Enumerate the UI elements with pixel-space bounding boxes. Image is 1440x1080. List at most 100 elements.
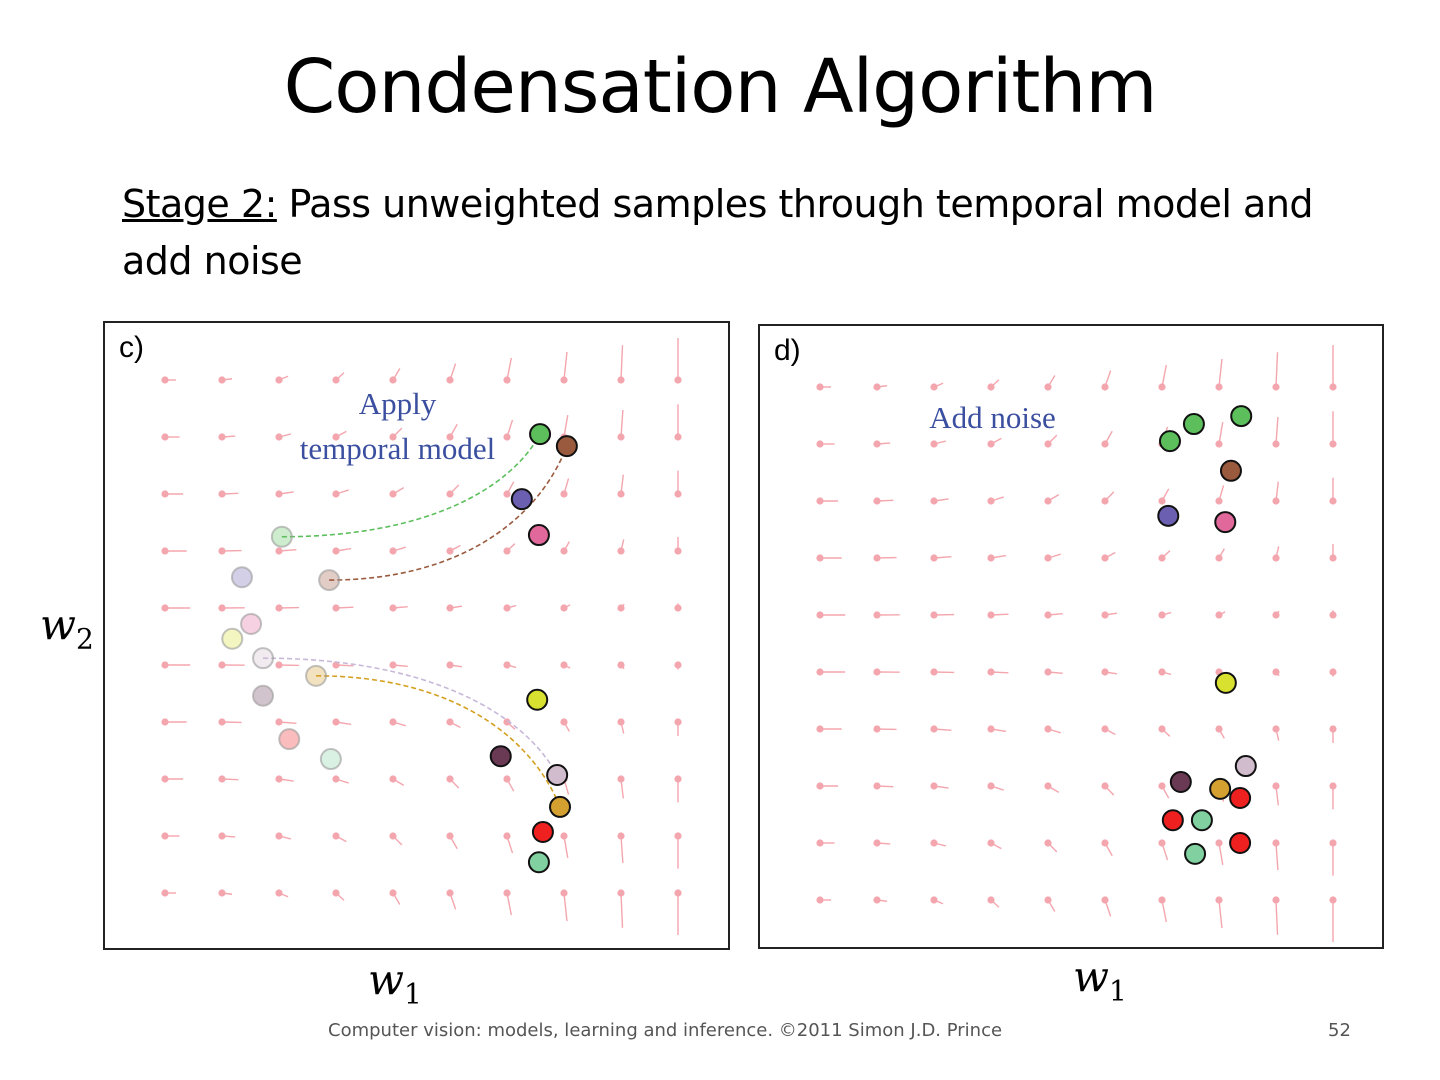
vector-origin-dot: [617, 433, 625, 441]
axis-var: w: [1073, 952, 1109, 1001]
vector-origin-dot: [674, 832, 682, 840]
vector-arrow: [1275, 416, 1279, 445]
vector-origin-dot: [816, 782, 824, 790]
vector-origin-dot: [1101, 611, 1109, 619]
vector-origin-dot: [503, 604, 511, 612]
vector-origin-dot: [1329, 497, 1337, 505]
vector-origin-dot: [1158, 782, 1166, 790]
vector-origin-dot: [1215, 383, 1223, 391]
vector-origin-dot: [674, 376, 682, 384]
vector-origin-dot: [389, 490, 397, 498]
vector-origin-dot: [503, 832, 511, 840]
particle: [1234, 755, 1257, 778]
vector-origin-dot: [873, 725, 881, 733]
vector-origin-dot: [617, 376, 625, 384]
vector-origin-dot: [503, 889, 511, 897]
vector-arrow: [1275, 899, 1279, 935]
vector-origin-dot: [218, 547, 226, 555]
vector-origin-dot: [816, 497, 824, 505]
vector-origin-dot: [161, 490, 169, 498]
vector-arrow: [1161, 364, 1168, 388]
vector-arrow: [1275, 842, 1279, 871]
vector-origin-dot: [816, 383, 824, 391]
prior-particle: [252, 684, 275, 707]
vector-origin-dot: [560, 889, 568, 897]
vector-origin-dot: [560, 832, 568, 840]
vector-origin-dot: [987, 896, 995, 904]
vector-origin-dot: [1272, 554, 1280, 562]
vector-origin-dot: [218, 604, 226, 612]
vector-origin-dot: [617, 661, 625, 669]
vector-origin-dot: [1329, 554, 1337, 562]
vector-origin-dot: [1272, 611, 1280, 619]
vector-origin-dot: [560, 661, 568, 669]
footer-credit: Computer vision: models, learning and in…: [328, 1020, 1003, 1041]
vector-origin-dot: [930, 782, 938, 790]
vector-origin-dot: [446, 661, 454, 669]
annotation: Apply temporal model: [255, 381, 540, 471]
vector-origin-dot: [1158, 383, 1166, 391]
vector-arrow: [506, 357, 513, 381]
vector-origin-dot: [1215, 611, 1223, 619]
axis-sub: 2: [75, 622, 94, 656]
vector-arrow: [620, 409, 624, 438]
vector-origin-dot: [1044, 782, 1052, 790]
vector-origin-dot: [1101, 896, 1109, 904]
trajectory-path: [263, 657, 558, 776]
vector-arrow: [563, 415, 569, 438]
vector-origin-dot: [560, 376, 568, 384]
vector-origin-dot: [446, 376, 454, 384]
vector-origin-dot: [446, 490, 454, 498]
vector-origin-dot: [1044, 896, 1052, 904]
vector-origin-dot: [1044, 554, 1052, 562]
vector-origin-dot: [987, 497, 995, 505]
vector-origin-dot: [503, 376, 511, 384]
vector-origin-dot: [873, 668, 881, 676]
vector-origin-dot: [1101, 839, 1109, 847]
prior-particle: [278, 728, 301, 751]
vector-arrow: [1218, 899, 1223, 929]
vector-origin-dot: [617, 718, 625, 726]
axis-var: w: [368, 955, 404, 1004]
vector-origin-dot: [617, 490, 625, 498]
vector-origin-dot: [1215, 839, 1223, 847]
vector-origin-dot: [332, 889, 340, 897]
panel-c-temporal-model: c) Apply temporal model: [103, 321, 730, 950]
vector-origin-dot: [1215, 725, 1223, 733]
vector-origin-dot: [446, 889, 454, 897]
particle: [1214, 511, 1237, 534]
vector-origin-dot: [1044, 440, 1052, 448]
vector-origin-dot: [1101, 668, 1109, 676]
vector-origin-dot: [389, 376, 397, 384]
vector-origin-dot: [1215, 440, 1223, 448]
vector-origin-dot: [1158, 611, 1166, 619]
particle: [1157, 504, 1180, 527]
prior-particle: [221, 627, 244, 650]
vector-origin-dot: [1158, 839, 1166, 847]
vector-origin-dot: [389, 547, 397, 555]
axis-var: w: [40, 600, 76, 649]
vector-origin-dot: [332, 433, 340, 441]
vector-origin-dot: [674, 661, 682, 669]
vector-origin-dot: [1101, 440, 1109, 448]
vector-origin-dot: [218, 376, 226, 384]
vector-origin-dot: [275, 661, 283, 669]
vector-origin-dot: [389, 718, 397, 726]
vector-origin-dot: [1215, 896, 1223, 904]
panel-d-add-noise: d) Add noise: [758, 324, 1384, 949]
vector-arrow: [563, 892, 568, 922]
prior-particle: [270, 525, 293, 548]
particle: [1158, 430, 1181, 453]
trajectory-path: [316, 675, 561, 808]
particle: [1229, 786, 1252, 809]
vector-origin-dot: [332, 604, 340, 612]
particle: [1219, 459, 1242, 482]
vector-origin-dot: [218, 775, 226, 783]
vector-origin-dot: [816, 440, 824, 448]
vector-origin-dot: [218, 661, 226, 669]
vector-origin-dot: [503, 490, 511, 498]
vector-origin-dot: [1329, 383, 1337, 391]
vector-origin-dot: [1044, 497, 1052, 505]
prior-particle: [230, 566, 253, 589]
particle: [1214, 671, 1237, 694]
